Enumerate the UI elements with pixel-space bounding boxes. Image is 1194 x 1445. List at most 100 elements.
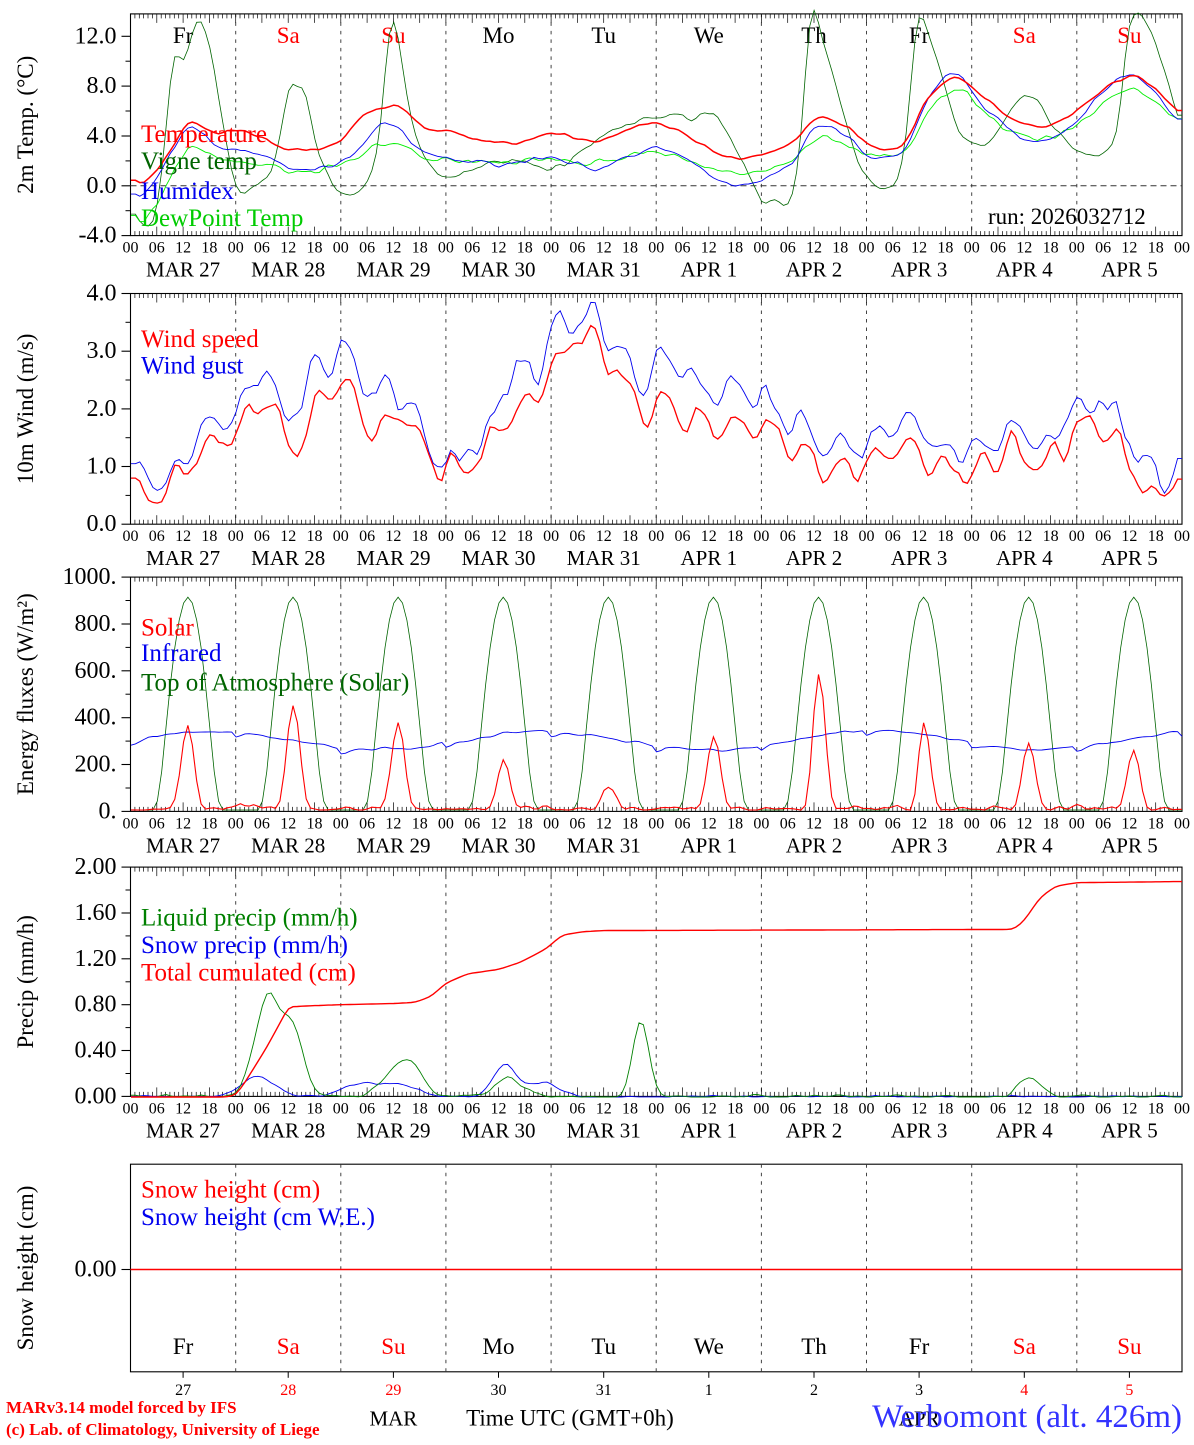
svg-text:run: 2026032712: run: 2026032712 bbox=[988, 204, 1146, 229]
svg-text:06: 06 bbox=[675, 1100, 691, 1117]
svg-text:We: We bbox=[694, 1334, 724, 1359]
svg-text:MAR 30: MAR 30 bbox=[461, 833, 535, 857]
svg-text:18: 18 bbox=[307, 240, 323, 257]
svg-text:27: 27 bbox=[175, 1382, 191, 1399]
svg-text:12: 12 bbox=[385, 528, 401, 545]
svg-text:00: 00 bbox=[648, 1100, 664, 1117]
svg-text:MAR 30: MAR 30 bbox=[461, 258, 535, 282]
svg-text:18: 18 bbox=[727, 240, 743, 257]
svg-text:00: 00 bbox=[438, 240, 454, 257]
svg-text:00: 00 bbox=[438, 815, 454, 832]
svg-text:06: 06 bbox=[990, 815, 1006, 832]
svg-text:Snow height (cm W.E.): Snow height (cm W.E.) bbox=[141, 1204, 375, 1231]
svg-text:Wind speed: Wind speed bbox=[141, 326, 259, 353]
svg-text:12: 12 bbox=[1121, 815, 1137, 832]
svg-text:00: 00 bbox=[753, 240, 769, 257]
svg-text:Fr: Fr bbox=[173, 1334, 194, 1359]
svg-text:18: 18 bbox=[832, 815, 848, 832]
svg-text:600.: 600. bbox=[75, 658, 117, 684]
svg-text:18: 18 bbox=[412, 815, 428, 832]
svg-text:12: 12 bbox=[175, 815, 191, 832]
svg-text:APR 2: APR 2 bbox=[786, 1118, 843, 1142]
svg-text:00: 00 bbox=[964, 815, 980, 832]
svg-text:12: 12 bbox=[175, 528, 191, 545]
svg-text:18: 18 bbox=[307, 528, 323, 545]
svg-text:Vigne temp: Vigne temp bbox=[141, 148, 257, 175]
svg-text:12.0: 12.0 bbox=[75, 23, 117, 49]
svg-text:00: 00 bbox=[228, 240, 244, 257]
svg-text:18: 18 bbox=[412, 240, 428, 257]
svg-text:06: 06 bbox=[1095, 815, 1111, 832]
svg-text:Precip (mm/h): Precip (mm/h) bbox=[13, 915, 38, 1049]
svg-text:12: 12 bbox=[596, 240, 612, 257]
svg-text:06: 06 bbox=[990, 240, 1006, 257]
svg-text:18: 18 bbox=[1148, 1100, 1164, 1117]
svg-text:12: 12 bbox=[701, 240, 717, 257]
svg-text:12: 12 bbox=[911, 240, 927, 257]
svg-text:12: 12 bbox=[596, 528, 612, 545]
svg-text:06: 06 bbox=[780, 240, 796, 257]
svg-text:Sa: Sa bbox=[1013, 23, 1036, 48]
svg-text:00: 00 bbox=[543, 1100, 559, 1117]
svg-text:12: 12 bbox=[280, 240, 296, 257]
svg-text:1.60: 1.60 bbox=[75, 900, 117, 926]
svg-text:00: 00 bbox=[1174, 1100, 1190, 1117]
svg-text:28: 28 bbox=[280, 1382, 296, 1399]
svg-text:Time UTC (GMT+0h): Time UTC (GMT+0h) bbox=[466, 1406, 674, 1431]
svg-text:18: 18 bbox=[201, 528, 217, 545]
svg-text:Temperature: Temperature bbox=[141, 121, 267, 148]
svg-text:06: 06 bbox=[359, 240, 375, 257]
svg-text:12: 12 bbox=[911, 815, 927, 832]
svg-text:00: 00 bbox=[964, 1100, 980, 1117]
svg-text:12: 12 bbox=[1121, 1100, 1137, 1117]
svg-text:00: 00 bbox=[648, 815, 664, 832]
svg-text:MAR 28: MAR 28 bbox=[251, 1118, 325, 1142]
svg-text:18: 18 bbox=[622, 240, 638, 257]
svg-text:MAR 29: MAR 29 bbox=[356, 1118, 430, 1142]
svg-text:8.0: 8.0 bbox=[87, 73, 117, 99]
svg-text:4.0: 4.0 bbox=[87, 281, 117, 307]
svg-text:APR 5: APR 5 bbox=[1101, 546, 1158, 570]
svg-text:Mo: Mo bbox=[483, 23, 515, 48]
svg-text:12: 12 bbox=[1016, 528, 1032, 545]
svg-text:3: 3 bbox=[915, 1382, 923, 1399]
svg-text:00: 00 bbox=[753, 1100, 769, 1117]
svg-text:APR 2: APR 2 bbox=[786, 258, 843, 282]
svg-text:Snow height (cm): Snow height (cm) bbox=[13, 1186, 38, 1351]
svg-text:MAR 29: MAR 29 bbox=[356, 833, 430, 857]
svg-text:06: 06 bbox=[780, 528, 796, 545]
svg-text:00: 00 bbox=[1174, 528, 1190, 545]
svg-text:00: 00 bbox=[333, 815, 349, 832]
svg-text:00: 00 bbox=[123, 240, 139, 257]
svg-text:18: 18 bbox=[307, 815, 323, 832]
svg-text:06: 06 bbox=[464, 240, 480, 257]
svg-text:12: 12 bbox=[806, 1100, 822, 1117]
svg-text:06: 06 bbox=[464, 528, 480, 545]
svg-text:12: 12 bbox=[175, 1100, 191, 1117]
svg-text:Su: Su bbox=[1117, 1334, 1142, 1359]
svg-text:18: 18 bbox=[727, 528, 743, 545]
svg-text:18: 18 bbox=[1148, 815, 1164, 832]
svg-text:Total cumulated (cm): Total cumulated (cm) bbox=[141, 960, 356, 987]
svg-text:0.80: 0.80 bbox=[75, 992, 117, 1018]
svg-text:12: 12 bbox=[491, 240, 507, 257]
svg-text:Mo: Mo bbox=[483, 1334, 515, 1359]
svg-text:06: 06 bbox=[149, 528, 165, 545]
svg-text:06: 06 bbox=[990, 1100, 1006, 1117]
svg-text:2: 2 bbox=[810, 1382, 818, 1399]
svg-text:2m Temp. (°C): 2m Temp. (°C) bbox=[13, 56, 38, 194]
svg-text:12: 12 bbox=[491, 815, 507, 832]
svg-text:06: 06 bbox=[1095, 240, 1111, 257]
svg-text:18: 18 bbox=[937, 815, 953, 832]
svg-text:Fr: Fr bbox=[173, 23, 194, 48]
svg-text:12: 12 bbox=[1016, 815, 1032, 832]
svg-text:APR 5: APR 5 bbox=[1101, 1118, 1158, 1142]
svg-text:12: 12 bbox=[280, 1100, 296, 1117]
svg-text:Wind gust: Wind gust bbox=[141, 353, 244, 380]
svg-text:06: 06 bbox=[254, 815, 270, 832]
svg-text:00: 00 bbox=[964, 240, 980, 257]
svg-text:12: 12 bbox=[911, 528, 927, 545]
svg-text:MAR 31: MAR 31 bbox=[567, 1118, 641, 1142]
svg-text:00: 00 bbox=[1069, 815, 1085, 832]
svg-text:18: 18 bbox=[307, 1100, 323, 1117]
